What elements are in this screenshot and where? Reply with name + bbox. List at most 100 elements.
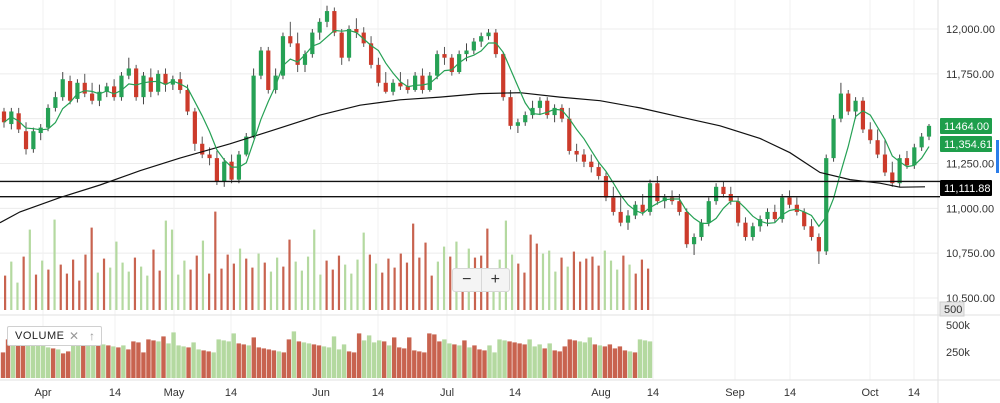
candle[interactable]: [831, 115, 836, 162]
candle[interactable]: [691, 233, 697, 255]
arrow-up-icon[interactable]: ↑: [89, 329, 95, 343]
candle[interactable]: [677, 193, 682, 216]
candle[interactable]: [89, 82, 95, 105]
candle[interactable]: [545, 97, 550, 119]
candle[interactable]: [214, 150, 219, 186]
candle[interactable]: [669, 190, 675, 205]
candle[interactable]: [625, 210, 631, 230]
candle[interactable]: [376, 57, 381, 87]
candle[interactable]: [479, 32, 484, 47]
candle[interactable]: [435, 50, 440, 80]
candle[interactable]: [67, 75, 73, 105]
candle[interactable]: [361, 27, 366, 47]
candle[interactable]: [618, 197, 623, 227]
candle[interactable]: [530, 100, 535, 119]
candle[interactable]: [9, 107, 14, 130]
candle[interactable]: [743, 217, 748, 241]
candle[interactable]: [280, 32, 286, 80]
candle[interactable]: [1, 107, 7, 128]
candle[interactable]: [640, 193, 645, 216]
candle[interactable]: [699, 219, 704, 241]
candle[interactable]: [647, 179, 653, 216]
candle[interactable]: [317, 18, 322, 40]
candle[interactable]: [339, 29, 344, 65]
candle[interactable]: [581, 149, 587, 168]
candle[interactable]: [420, 68, 425, 94]
candle[interactable]: [882, 140, 888, 177]
candle[interactable]: [332, 7, 337, 37]
candle[interactable]: [926, 124, 932, 141]
close-icon[interactable]: ✕: [68, 329, 80, 343]
candle[interactable]: [368, 36, 374, 69]
candle[interactable]: [655, 176, 660, 205]
candle[interactable]: [354, 18, 359, 38]
candle[interactable]: [875, 129, 880, 159]
candle[interactable]: [126, 57, 131, 80]
candle[interactable]: [706, 197, 711, 227]
candle[interactable]: [310, 29, 315, 58]
candle[interactable]: [611, 186, 616, 216]
candle[interactable]: [288, 21, 293, 47]
candle[interactable]: [809, 219, 814, 241]
candle[interactable]: [97, 84, 102, 107]
candle[interactable]: [758, 215, 763, 232]
candle[interactable]: [523, 111, 528, 126]
candle[interactable]: [596, 161, 601, 180]
candle[interactable]: [38, 124, 43, 141]
candle[interactable]: [170, 75, 175, 90]
candle[interactable]: [185, 84, 190, 116]
candle[interactable]: [134, 64, 139, 101]
candle[interactable]: [780, 193, 785, 223]
candle[interactable]: [537, 97, 543, 116]
candle[interactable]: [567, 107, 572, 155]
candle[interactable]: [449, 54, 454, 76]
candle[interactable]: [119, 72, 124, 101]
candle[interactable]: [82, 73, 87, 98]
candle[interactable]: [552, 104, 557, 123]
candle[interactable]: [200, 136, 205, 159]
candle[interactable]: [721, 181, 726, 198]
candle[interactable]: [714, 183, 719, 205]
candle[interactable]: [574, 143, 579, 162]
candle[interactable]: [390, 79, 396, 96]
candle[interactable]: [251, 68, 256, 139]
candle[interactable]: [508, 89, 513, 130]
candle[interactable]: [559, 104, 565, 123]
candle[interactable]: [890, 161, 895, 187]
candle[interactable]: [486, 29, 491, 40]
candle[interactable]: [45, 104, 51, 132]
candle[interactable]: [794, 197, 799, 216]
candle[interactable]: [750, 222, 755, 241]
candle[interactable]: [148, 68, 153, 98]
candle[interactable]: [266, 46, 271, 94]
candle[interactable]: [112, 79, 117, 101]
candle[interactable]: [413, 72, 418, 92]
candle[interactable]: [31, 127, 36, 153]
candle[interactable]: [919, 133, 924, 151]
candle[interactable]: [515, 118, 520, 134]
candle[interactable]: [824, 154, 829, 255]
candle[interactable]: [471, 37, 476, 55]
candle[interactable]: [207, 147, 212, 166]
candle[interactable]: [816, 233, 821, 264]
candle[interactable]: [383, 72, 388, 94]
candle[interactable]: [229, 154, 234, 184]
candle[interactable]: [772, 204, 777, 223]
candle[interactable]: [163, 68, 168, 92]
candle[interactable]: [178, 72, 183, 94]
candle[interactable]: [141, 72, 146, 105]
candle[interactable]: [222, 158, 227, 187]
candle[interactable]: [75, 79, 80, 103]
candle[interactable]: [346, 25, 352, 62]
candle[interactable]: [853, 97, 858, 119]
candle[interactable]: [838, 82, 844, 123]
candle[interactable]: [258, 46, 264, 80]
candle[interactable]: [53, 91, 58, 112]
horizontal-lines[interactable]: [0, 180, 940, 198]
candle[interactable]: [192, 107, 197, 151]
zoom-in-button[interactable]: +: [490, 271, 500, 288]
candle[interactable]: [589, 154, 594, 173]
candle[interactable]: [684, 208, 689, 248]
candle[interactable]: [104, 82, 109, 98]
